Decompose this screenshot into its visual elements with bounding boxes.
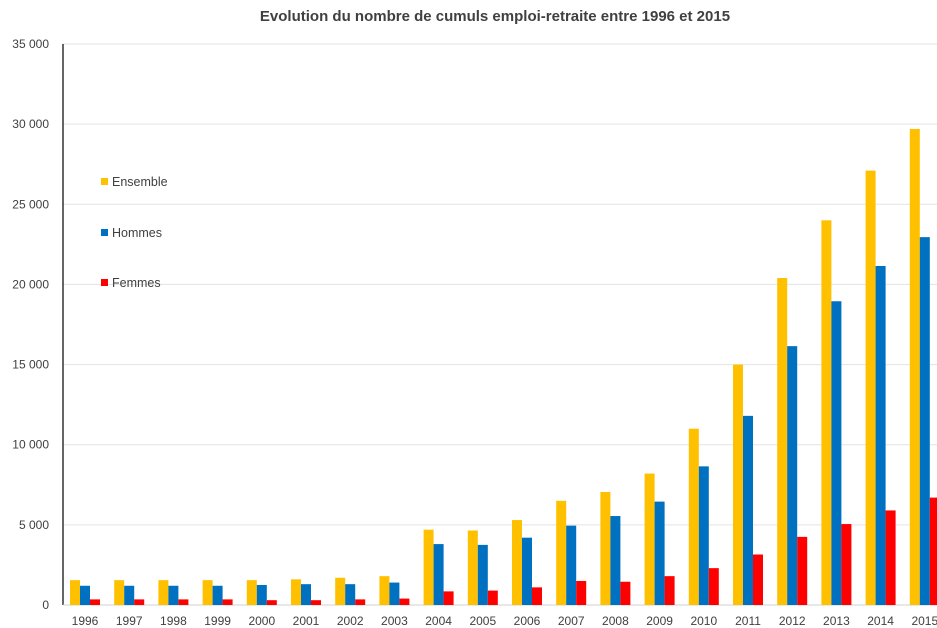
- x-tick-label: 1996: [72, 614, 99, 628]
- bar-ensemble-1997: [114, 580, 125, 605]
- y-tick-label: 20 000: [12, 277, 49, 291]
- bar-ensemble-2006: [512, 520, 522, 605]
- legend-swatch-ensemble: [101, 178, 108, 185]
- x-tick-label: 2005: [469, 614, 496, 628]
- bar-hommes-2013: [831, 301, 842, 605]
- x-tick-label: 1999: [204, 614, 231, 628]
- bar-hommes-2001: [301, 584, 311, 605]
- legend-label-hommes: Hommes: [112, 226, 162, 240]
- bar-femmes-2006: [532, 587, 542, 605]
- bar-hommes-1996: [80, 585, 90, 605]
- x-tick-label: 2012: [779, 614, 806, 628]
- x-tick-label: 1997: [116, 614, 143, 628]
- bar-femmes-2015: [929, 497, 937, 605]
- x-tick-label: 2004: [425, 614, 452, 628]
- bar-hommes-2007: [566, 525, 577, 605]
- y-tick-label: 30 000: [12, 117, 49, 131]
- bar-ensemble-2005: [467, 530, 478, 605]
- bar-femmes-2003: [399, 598, 410, 605]
- legend-swatch-femmes: [101, 279, 108, 286]
- bar-ensemble-2003: [379, 576, 390, 605]
- bar-femmes-2009: [664, 576, 675, 605]
- legend-label-ensemble: Ensemble: [112, 175, 168, 189]
- bar-femmes-2014: [885, 510, 896, 605]
- bar-femmes-2013: [841, 524, 852, 605]
- bar-hommes-2000: [256, 584, 267, 605]
- x-tick-label: 2007: [558, 614, 585, 628]
- bar-ensemble-2001: [291, 579, 301, 605]
- bar-ensemble-2013: [821, 220, 832, 606]
- bar-femmes-2004: [443, 591, 454, 605]
- x-tick-label: 2011: [735, 614, 761, 628]
- bar-femmes-2010: [708, 568, 719, 605]
- bar-femmes-2011: [753, 554, 763, 605]
- bar-femmes-2008: [620, 581, 631, 605]
- bar-hommes-2008: [610, 516, 621, 605]
- y-tick-label: 0: [42, 598, 49, 612]
- x-tick-label: 2003: [381, 614, 408, 628]
- bar-hommes-1998: [168, 585, 179, 605]
- x-tick-label: 2015: [911, 614, 937, 628]
- bar-ensemble-2009: [644, 473, 655, 605]
- y-tick-label: 35 000: [12, 37, 49, 51]
- bar-hommes-2003: [389, 582, 400, 605]
- y-tick-label: 5 000: [19, 518, 49, 532]
- bar-ensemble-2012: [777, 278, 788, 605]
- x-tick-label: 2000: [248, 614, 275, 628]
- bar-femmes-1996: [90, 599, 100, 605]
- x-tick-label: 1998: [160, 614, 187, 628]
- bar-femmes-1999: [222, 599, 233, 605]
- bar-femmes-1997: [134, 599, 145, 605]
- bar-femmes-2007: [576, 580, 587, 605]
- bar-ensemble-1999: [202, 580, 213, 605]
- bar-hommes-2014: [875, 265, 886, 605]
- bar-femmes-2000: [266, 600, 277, 605]
- legend-swatch-hommes: [101, 229, 108, 236]
- bar-hommes-2002: [345, 584, 356, 605]
- bar-femmes-2002: [355, 599, 366, 605]
- bar-ensemble-1998: [158, 580, 169, 605]
- bar-ensemble-2004: [423, 529, 434, 605]
- bar-femmes-2001: [311, 600, 321, 605]
- bar-ensemble-2015: [909, 128, 920, 606]
- bar-ensemble-1996: [70, 580, 80, 605]
- x-tick-label: 2014: [867, 614, 894, 628]
- bar-ensemble-2010: [688, 428, 699, 605]
- x-tick-label: 2002: [337, 614, 364, 628]
- legend-label-femmes: Femmes: [112, 276, 161, 290]
- bar-hommes-2009: [654, 501, 665, 605]
- bar-ensemble-2000: [246, 580, 257, 605]
- bar-hommes-2011: [743, 415, 753, 605]
- x-tick-label: 2001: [293, 614, 320, 628]
- bar-hommes-2006: [522, 537, 532, 605]
- bar-ensemble-2008: [600, 491, 611, 605]
- bar-hommes-2005: [477, 544, 488, 605]
- bar-femmes-2005: [487, 590, 498, 605]
- y-tick-label: 25 000: [12, 197, 49, 211]
- chart-title: Evolution du nombre de cumuls emploi-ret…: [259, 8, 731, 25]
- x-tick-label: 2013: [823, 614, 850, 628]
- bar-hommes-2004: [433, 544, 444, 605]
- bar-femmes-2012: [797, 536, 808, 605]
- bar-hommes-1997: [124, 585, 135, 605]
- x-tick-label: 2008: [602, 614, 629, 628]
- y-tick-label: 15 000: [12, 358, 49, 372]
- bar-ensemble-2014: [865, 170, 876, 605]
- x-tick-label: 2006: [514, 614, 541, 628]
- bar-hommes-2010: [698, 466, 709, 605]
- bar-femmes-1998: [178, 599, 189, 605]
- bar-ensemble-2007: [556, 500, 567, 605]
- x-tick-label: 2010: [690, 614, 717, 628]
- y-tick-label: 10 000: [12, 438, 49, 452]
- bar-ensemble-2002: [335, 577, 346, 605]
- bar-ensemble-2011: [733, 364, 743, 605]
- bar-hommes-2012: [787, 346, 798, 605]
- bar-hommes-1999: [212, 585, 223, 605]
- x-tick-label: 2009: [646, 614, 673, 628]
- bar-hommes-2015: [919, 237, 930, 605]
